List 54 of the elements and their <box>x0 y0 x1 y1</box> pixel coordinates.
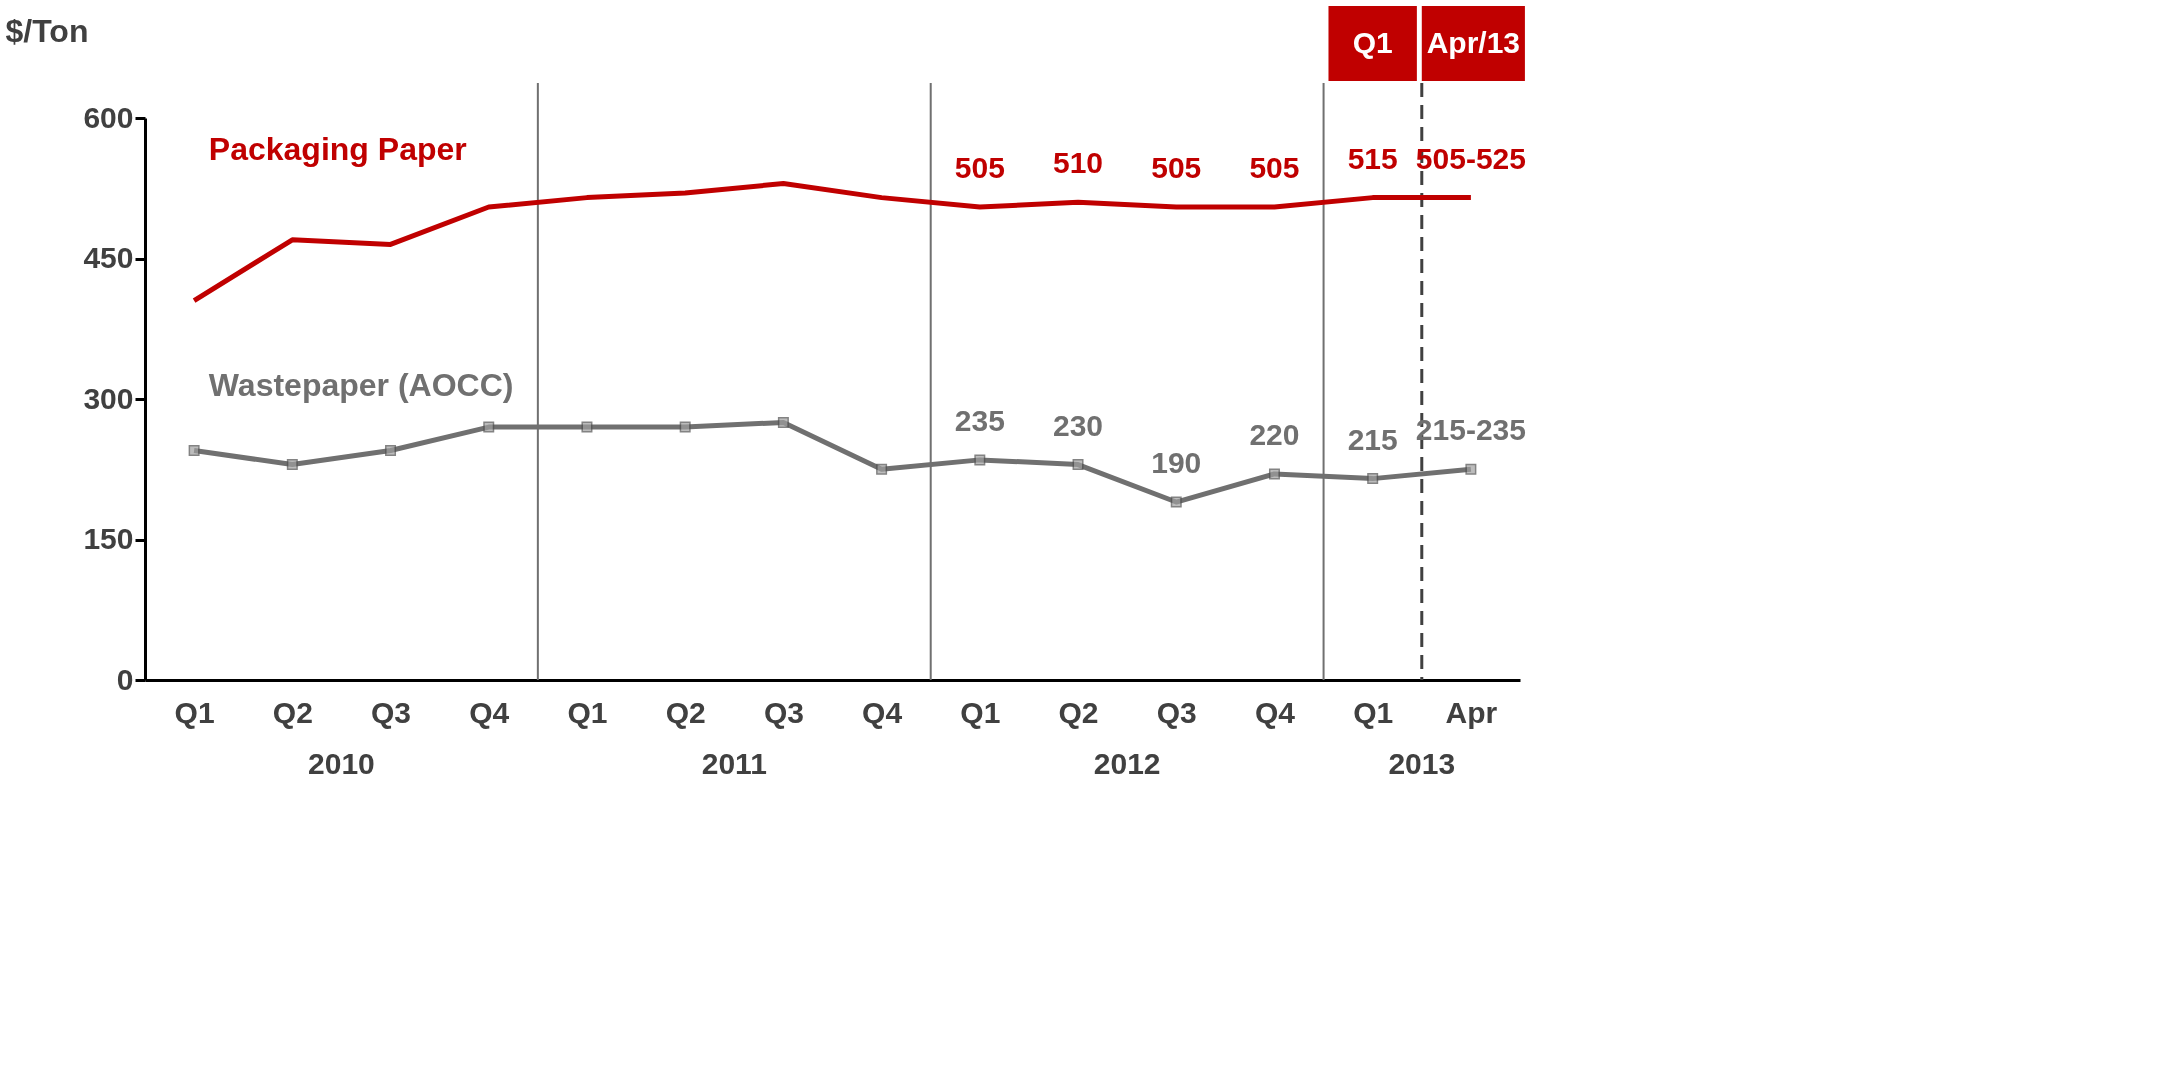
point <box>679 421 691 433</box>
data-label: 215 <box>1347 422 1398 456</box>
point <box>1465 463 1477 475</box>
x-tick-label: Q4 <box>469 695 510 729</box>
x-tick-label: Q1 <box>960 695 1001 729</box>
series-label: Packaging Paper <box>208 131 467 167</box>
point <box>188 445 200 457</box>
x-tick-label: Q1 <box>567 695 608 729</box>
y-axis-title: $/Ton <box>5 12 89 49</box>
point <box>483 421 495 433</box>
data-label: 505 <box>1151 150 1202 184</box>
x-tick-label: Q3 <box>1156 695 1197 729</box>
point <box>1072 459 1084 471</box>
text: 2013 <box>1388 747 1456 780</box>
data-label: 505-525 <box>1415 141 1526 175</box>
x-tick-label: Q4 <box>1254 695 1296 729</box>
point <box>385 445 397 457</box>
text: 2012 <box>1093 747 1161 780</box>
point <box>876 463 888 475</box>
point <box>777 416 789 428</box>
data-label: 215-235 <box>1415 413 1526 447</box>
x-tick-label: Q3 <box>371 695 412 729</box>
x-tick-label: Q4 <box>862 695 903 729</box>
data-label: 220 <box>1249 417 1300 451</box>
x-tick-label: Q3 <box>763 695 804 729</box>
y-tick-label: 300 <box>83 381 134 415</box>
y-tick-label: 150 <box>83 522 134 555</box>
y-tick-label: 600 <box>83 100 134 134</box>
text: Apr/13 <box>1426 26 1521 59</box>
x-tick-label: Q2 <box>665 695 706 729</box>
series-label: Wastepaper (AOCC) <box>208 367 514 403</box>
data-label: 190 <box>1151 446 1202 480</box>
data-label: 505 <box>954 150 1005 184</box>
data-label: 510 <box>1053 146 1104 180</box>
data-label: 230 <box>1053 408 1104 442</box>
x-tick-label: Apr <box>1445 695 1498 729</box>
y-tick-label: 0 <box>116 662 134 696</box>
text: 2010 <box>308 747 375 780</box>
point <box>1367 473 1379 485</box>
data-label: 505 <box>1249 150 1300 184</box>
x-tick-label: Q2 <box>1058 695 1099 729</box>
point <box>1268 468 1280 480</box>
text: Q1 <box>1352 26 1393 59</box>
x-tick-label: Q1 <box>174 695 215 729</box>
x-tick-label: Q1 <box>1353 695 1394 729</box>
data-label: 235 <box>954 403 1005 437</box>
point <box>286 459 298 471</box>
point <box>1170 496 1182 508</box>
x-tick-label: Q2 <box>272 695 313 729</box>
data-label: 515 <box>1347 141 1398 175</box>
y-tick-label: 450 <box>83 241 134 274</box>
text: 2011 <box>701 747 767 780</box>
point <box>974 454 986 466</box>
point <box>581 421 593 433</box>
